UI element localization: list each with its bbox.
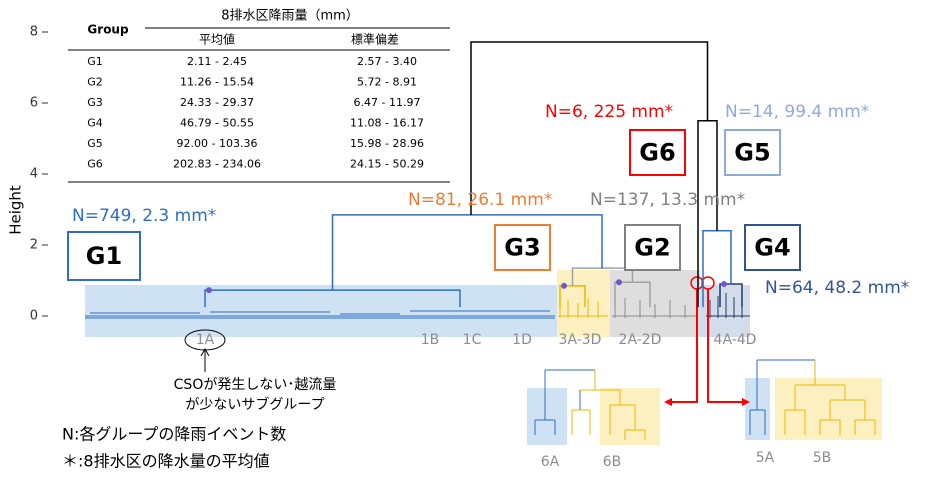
node-dot — [206, 287, 212, 294]
note: が少ないサブグループ — [185, 396, 324, 413]
y-tick-label: 6 — [30, 96, 38, 111]
table-cell: 92.00 - 103.36 — [177, 137, 258, 150]
group-note: N=81, 26.1 mm* — [408, 190, 552, 210]
group-box — [724, 129, 781, 176]
y-tick-label: 2 — [30, 238, 38, 253]
table-cell: 11.08 - 16.17 — [350, 117, 424, 130]
y-tick-label: 0 — [30, 309, 38, 324]
table-cell: G6 — [87, 158, 103, 171]
note: ＊:8排水区の降水量の平均値 — [62, 452, 270, 471]
subgroup-label: 1A — [196, 332, 215, 348]
table-cell: 6.47 - 11.97 — [354, 96, 421, 109]
y-tick-label: 8 — [30, 25, 38, 40]
table-cell: 24.15 - 50.29 — [350, 158, 424, 171]
subgroup-label: 2A-2D — [619, 332, 662, 348]
group-note: N=137, 13.3 mm* — [590, 190, 745, 210]
subgroup-label: 6A — [541, 454, 560, 470]
group-label: G2 — [634, 234, 670, 262]
table-cell: 11.26 - 15.54 — [180, 76, 254, 89]
band-g2 — [610, 270, 700, 337]
table-mean: 平均値 — [199, 32, 235, 47]
merge — [331, 214, 603, 291]
group-label: G5 — [734, 139, 770, 167]
y-tick-label: 4 — [30, 167, 38, 182]
group-note: N=64, 48.2 mm* — [765, 278, 909, 298]
group-note: N=749, 2.3 mm* — [72, 206, 216, 226]
node-dot — [561, 282, 567, 289]
group-label: G4 — [754, 234, 790, 262]
group-box — [629, 129, 686, 176]
subgroup-label: 6B — [603, 454, 622, 470]
table-cell: G4 — [87, 117, 103, 130]
subgroup-label: 5B — [813, 450, 832, 466]
node-dot — [616, 279, 622, 286]
table-cell: G5 — [87, 137, 103, 150]
subgroup-label: 5A — [756, 450, 775, 466]
merge — [470, 41, 709, 215]
table-cell: 46.79 - 50.55 — [180, 117, 254, 130]
table-group: Group — [87, 23, 129, 37]
group-label: G1 — [86, 242, 122, 270]
subgroup-label: 1B — [421, 332, 440, 348]
table-cell: 5.72 - 8.91 — [357, 76, 417, 89]
y-axis-label: Height — [7, 185, 25, 235]
table-cell: 2.57 - 3.40 — [357, 55, 417, 68]
table-cell: G1 — [87, 55, 103, 68]
group-box — [624, 224, 681, 271]
group-label: G6 — [639, 139, 675, 167]
group-box — [494, 224, 551, 271]
table-cell: G3 — [87, 96, 103, 109]
leaves — [85, 293, 750, 319]
note: CSOが発生しない･越流量 — [174, 377, 337, 393]
subgroup-label: 3A-3D — [559, 332, 602, 348]
table-cell: 24.33 - 29.37 — [180, 96, 254, 109]
group-note: N=6, 225 mm* — [545, 102, 673, 122]
group-note: N=14, 99.4 mm* — [725, 102, 869, 122]
table-cell: 202.83 - 234.06 — [173, 158, 261, 171]
group-label: G3 — [504, 234, 540, 262]
group-box — [744, 224, 801, 271]
subgroup-label: 1C — [463, 332, 482, 348]
table-cell: 15.98 - 28.96 — [350, 137, 424, 150]
table-cell: G2 — [87, 76, 103, 89]
table-sd: 標準偏差 — [351, 32, 399, 47]
insets — [184, 276, 882, 445]
subgroup-label: 1D — [512, 332, 532, 348]
node-dot — [721, 281, 727, 288]
band-g3 — [557, 270, 610, 337]
table-title: 8排水区降雨量（mm） — [221, 9, 359, 24]
note: N:各グループの降雨イベント数 — [62, 425, 286, 444]
subgroup-label: 4A-4D — [714, 332, 757, 348]
group-box — [67, 231, 141, 281]
table-cell: 2.11 - 2.45 — [187, 55, 247, 68]
